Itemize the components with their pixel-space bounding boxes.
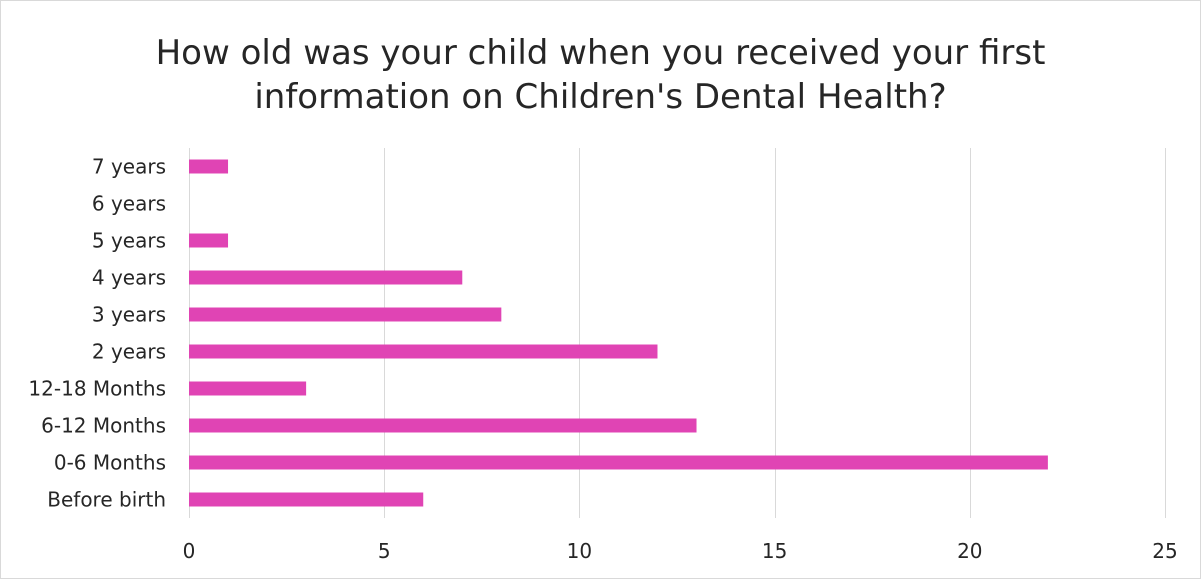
category-label-4-years: 4 years [92,266,166,290]
bar-4-years [189,270,463,285]
bar-3-years [189,307,502,322]
category-labels: Before birth 0-6 Months 6-12 Months 12-18 M… [28,155,166,512]
category-label-2-years: 2 years [92,340,166,364]
category-label-12-18-months: 12-18 Months [28,377,166,401]
chart-title: How old was your child when you received… [1,31,1200,119]
bar-7-years [189,159,229,174]
category-label-3-years: 3 years [92,303,166,327]
category-label-7-years: 7 years [92,155,166,179]
bar-12-18-months [189,381,307,396]
bars [189,159,1048,507]
category-label-6-years: 6 years [92,192,166,216]
x-tick-label-25: 25 [1152,539,1177,563]
x-tick-label-20: 20 [957,539,982,563]
bar-0-6-months [189,455,1048,470]
bar-2-years [189,344,658,359]
x-tick-label-5: 5 [378,539,391,563]
x-tick-label-15: 15 [762,539,787,563]
category-label-5-years: 5 years [92,229,166,253]
category-label-0-6-months: 0-6 Months [54,451,166,475]
bar-6-12-months [189,418,697,433]
bar-5-years [189,233,229,248]
bar-before-birth [189,492,424,507]
x-tick-labels: 0 5 10 15 20 25 [183,539,1178,563]
category-label-6-12-months: 6-12 Months [41,414,166,438]
category-label-before-birth: Before birth [47,488,166,512]
chart-title-line-1: How old was your child when you received… [155,33,1046,73]
chart-title-line-2: information on Children's Dental Health? [254,77,947,117]
x-tick-label-10: 10 [567,539,592,563]
x-tick-label-0: 0 [183,539,196,563]
